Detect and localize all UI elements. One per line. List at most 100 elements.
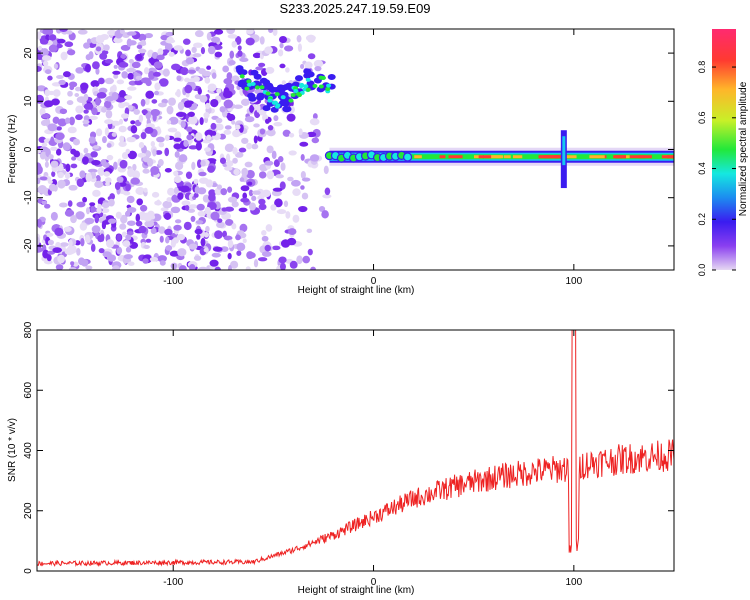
noise-blob — [202, 194, 210, 203]
noise-blob — [210, 98, 219, 108]
noise-blob — [86, 38, 92, 44]
noise-blob — [125, 183, 131, 192]
noise-blob — [95, 175, 101, 183]
noise-blob — [135, 75, 142, 80]
noise-blob — [210, 211, 220, 221]
noise-blob — [279, 42, 284, 49]
noise-blob — [258, 203, 267, 211]
noise-blob — [195, 220, 204, 225]
noise-blob — [165, 31, 174, 37]
noise-blob — [71, 156, 77, 161]
noise-blob — [242, 238, 247, 244]
noise-blob — [126, 38, 133, 47]
noise-blob — [276, 209, 287, 215]
noise-blob — [300, 63, 305, 70]
noise-blob — [104, 77, 114, 85]
noise-blob — [226, 160, 234, 167]
noise-blob — [66, 100, 74, 106]
noise-blob — [266, 145, 274, 154]
noise-blob — [227, 186, 233, 193]
noise-blob — [166, 120, 172, 125]
noise-blob — [246, 169, 255, 179]
noise-blob — [83, 42, 91, 49]
noise-blob — [90, 80, 100, 88]
noise-blob — [272, 29, 278, 36]
noise-blob — [288, 132, 295, 138]
noise-blob — [76, 247, 81, 256]
noise-blob — [69, 85, 75, 91]
noise-blob — [164, 167, 172, 173]
noise-blob — [193, 255, 202, 261]
noise-blob — [113, 161, 118, 170]
noise-blob — [307, 53, 316, 60]
noise-blob — [74, 92, 80, 97]
noise-blob — [118, 89, 126, 99]
noise-blob — [136, 44, 143, 50]
noise-blob — [144, 97, 150, 106]
noise-blob — [108, 198, 115, 207]
noise-blob — [113, 64, 118, 69]
noise-blob — [230, 260, 239, 269]
noise-blob — [195, 132, 203, 141]
signal-core — [246, 82, 252, 87]
noise-blob — [258, 109, 267, 116]
noise-blob — [135, 187, 146, 195]
noise-blob — [41, 200, 48, 205]
noise-blob — [199, 94, 208, 103]
noise-blob — [194, 228, 203, 235]
noise-blob — [292, 214, 300, 223]
signal-core — [318, 75, 324, 80]
noise-blob — [150, 166, 160, 175]
noise-blob — [40, 48, 49, 57]
noise-blob — [57, 171, 65, 179]
noise-blob — [216, 88, 222, 94]
noise-blob — [137, 152, 147, 158]
noise-blob — [56, 74, 64, 79]
noise-blob — [122, 102, 130, 107]
noise-blob — [104, 127, 109, 136]
noise-blob — [75, 211, 85, 220]
noise-blob — [187, 69, 197, 74]
noise-blob — [266, 129, 276, 137]
noise-blob — [305, 34, 316, 42]
noise-blob — [268, 29, 274, 33]
noise-blob — [259, 128, 266, 135]
signal-blob — [262, 105, 271, 112]
noise-blob — [196, 159, 202, 169]
noise-blob — [88, 115, 98, 120]
noise-blob — [279, 262, 286, 270]
noise-blob — [85, 63, 91, 73]
noise-blob — [43, 100, 54, 108]
signal-core — [274, 92, 280, 97]
noise-blob — [127, 207, 137, 213]
noise-blob — [274, 198, 283, 208]
noise-blob — [133, 108, 141, 115]
noise-blob — [53, 63, 59, 69]
noise-blob — [135, 220, 143, 227]
noise-blob — [291, 179, 301, 187]
noise-blob — [75, 67, 84, 74]
noise-blob — [96, 206, 102, 214]
noise-blob — [205, 225, 210, 233]
noise-blob — [70, 163, 78, 169]
x-tick-label: 100 — [565, 577, 582, 588]
y-tick-label: 200 — [23, 502, 34, 519]
noise-blob — [175, 111, 186, 118]
noise-blob — [173, 45, 184, 51]
noise-blob — [173, 137, 182, 142]
noise-blob — [131, 170, 141, 180]
noise-blob — [55, 148, 62, 156]
signal-core — [312, 84, 318, 89]
noise-blob — [252, 52, 262, 59]
noise-blob — [59, 108, 68, 115]
noise-blob — [205, 102, 211, 110]
noise-blob — [130, 125, 138, 134]
noise-blob — [37, 236, 40, 246]
noise-blob — [116, 79, 125, 85]
noise-blob — [98, 248, 105, 254]
signal-core — [246, 79, 252, 84]
noise-blob — [142, 168, 150, 174]
noise-blob — [217, 218, 223, 223]
noise-blob — [62, 71, 71, 78]
